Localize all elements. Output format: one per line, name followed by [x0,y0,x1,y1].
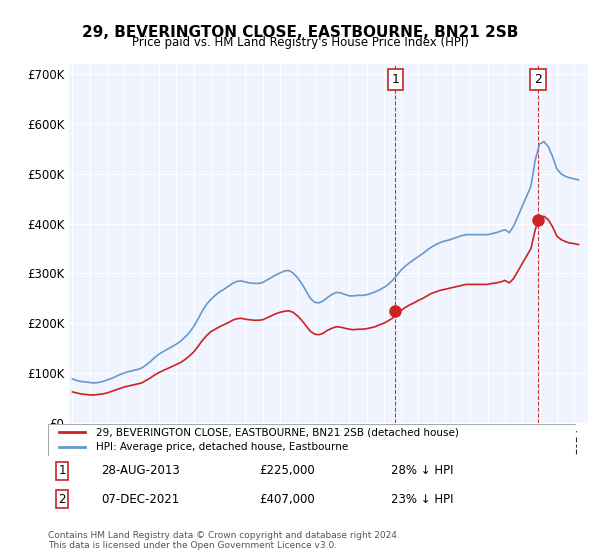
Text: 07-DEC-2021: 07-DEC-2021 [101,493,179,506]
Text: Contains HM Land Registry data © Crown copyright and database right 2024.
This d: Contains HM Land Registry data © Crown c… [48,531,400,550]
Text: 1: 1 [391,73,400,86]
Text: Price paid vs. HM Land Registry's House Price Index (HPI): Price paid vs. HM Land Registry's House … [131,36,469,49]
Text: HPI: Average price, detached house, Eastbourne: HPI: Average price, detached house, East… [95,442,348,452]
Text: 28% ↓ HPI: 28% ↓ HPI [391,464,454,477]
Text: 29, BEVERINGTON CLOSE, EASTBOURNE, BN21 2SB (detached house): 29, BEVERINGTON CLOSE, EASTBOURNE, BN21 … [95,427,458,437]
Text: £225,000: £225,000 [259,464,315,477]
Text: 23% ↓ HPI: 23% ↓ HPI [391,493,454,506]
Text: 29, BEVERINGTON CLOSE, EASTBOURNE, BN21 2SB: 29, BEVERINGTON CLOSE, EASTBOURNE, BN21 … [82,25,518,40]
Text: £407,000: £407,000 [259,493,315,506]
Text: 1: 1 [59,464,66,477]
Text: 2: 2 [534,73,542,86]
Text: 2: 2 [59,493,66,506]
Text: 28-AUG-2013: 28-AUG-2013 [101,464,179,477]
FancyBboxPatch shape [48,424,576,456]
